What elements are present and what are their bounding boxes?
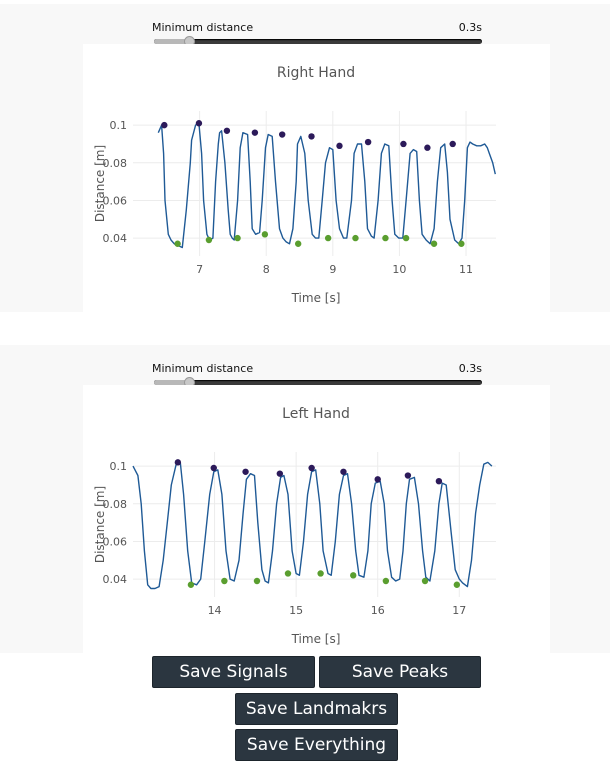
left-hand-panel: Minimum distance 0.3s 0.04 0.06 0.08 0.1 14 1… (0, 345, 610, 655)
peak-point (195, 120, 203, 127)
left-hand-chart: 0.04 0.06 0.08 0.1 14 15 16 17 Left Hand Time [s]… (93, 406, 496, 646)
valley-point (234, 234, 241, 242)
x-axis-label: Time [s] (291, 632, 341, 646)
peak-point (242, 468, 249, 475)
peak-point (278, 131, 286, 138)
peak-point (364, 138, 372, 146)
valley-point (324, 234, 332, 242)
min-distance-slider[interactable]: Minimum distance 0.3s (152, 8, 482, 47)
y-tick-label: 0.04 (103, 232, 128, 245)
left-hand-plot[interactable]: 0.04 0.06 0.08 0.1 14 15 16 17 Left Hand Time [s]… (83, 385, 550, 655)
chart-title: Right Hand (277, 65, 355, 81)
valley-point (205, 236, 213, 244)
peak-point (276, 470, 284, 477)
peak-point (223, 127, 231, 134)
valley-point (317, 570, 324, 577)
x-tick-label: 10 (392, 263, 406, 276)
valley-point (187, 581, 195, 588)
peak-point (210, 464, 217, 472)
valley-point (174, 240, 181, 247)
peak-point (400, 140, 407, 148)
right-hand-panel: Minimum distance 0.3s 0.04 0.06 0.08 0.1 7 8 9… (0, 4, 610, 314)
x-tick-label: 16 (371, 604, 385, 617)
peak-point (449, 140, 456, 148)
right-hand-chart: 0.04 0.06 0.08 0.1 7 8 9 10 11 Right Hand Time [s]… (93, 65, 496, 305)
x-tick-label: 11 (459, 263, 473, 276)
y-axis-label: Distance [m] (93, 486, 107, 563)
peak-point (435, 477, 443, 485)
peak-point (161, 121, 168, 129)
peak-point (336, 142, 343, 150)
valley-point (402, 234, 410, 242)
valley-point (430, 240, 438, 247)
x-tick-label: 15 (289, 604, 303, 617)
peak-point (308, 133, 315, 140)
valley-point (382, 234, 389, 242)
y-tick-label: 0.1 (110, 119, 128, 132)
valley-point (352, 234, 359, 242)
peak-point (340, 468, 347, 475)
valley-point (453, 581, 461, 588)
valley-point (382, 577, 390, 585)
valley-point (350, 572, 357, 579)
y-tick-label: 0.04 (103, 573, 128, 586)
slider-fill (154, 380, 191, 385)
slider-label: Minimum distance (152, 21, 254, 34)
y-tick-label: 0.08 (103, 498, 128, 511)
peak-point (374, 476, 381, 483)
slider-label: Minimum distance (152, 362, 254, 375)
x-tick-label: 14 (208, 604, 222, 617)
peak-point (424, 144, 431, 151)
x-tick-label: 17 (452, 604, 466, 617)
save-everything-button[interactable]: Save Everything (235, 729, 398, 761)
y-tick-label: 0.06 (103, 535, 128, 548)
save-signals-button[interactable]: Save Signals (152, 656, 315, 688)
slider-value: 0.3s (458, 362, 482, 375)
x-tick-label: 9 (329, 263, 336, 276)
save-peaks-button[interactable]: Save Peaks (319, 656, 481, 688)
signal-line (157, 122, 496, 249)
peak-point (404, 472, 412, 479)
y-tick-label: 0.06 (103, 194, 128, 207)
y-tick-label: 0.1 (110, 460, 128, 473)
right-hand-plot[interactable]: 0.04 0.06 0.08 0.1 7 8 9 10 11 Right Hand Time [s]… (83, 44, 550, 314)
min-distance-slider[interactable]: Minimum distance 0.3s (152, 349, 482, 388)
valley-point (261, 231, 269, 238)
valley-point (284, 570, 292, 577)
valley-point (421, 577, 429, 585)
y-tick-label: 0.08 (103, 157, 128, 170)
x-tick-label: 8 (263, 263, 270, 276)
chart-title: Left Hand (282, 406, 350, 422)
valley-point (253, 577, 261, 585)
valley-point (458, 240, 465, 247)
valley-point (294, 240, 302, 247)
slider-fill (154, 39, 191, 44)
peak-point (174, 459, 182, 466)
slider-value: 0.3s (458, 21, 482, 34)
peak-point (308, 464, 315, 472)
y-axis-label: Distance [m] (93, 145, 107, 222)
peak-point (251, 129, 259, 136)
valley-point (221, 577, 228, 585)
x-axis-label: Time [s] (291, 291, 341, 305)
x-tick-label: 7 (196, 263, 203, 276)
save-landmarks-button[interactable]: Save Landmakrs (235, 693, 398, 725)
